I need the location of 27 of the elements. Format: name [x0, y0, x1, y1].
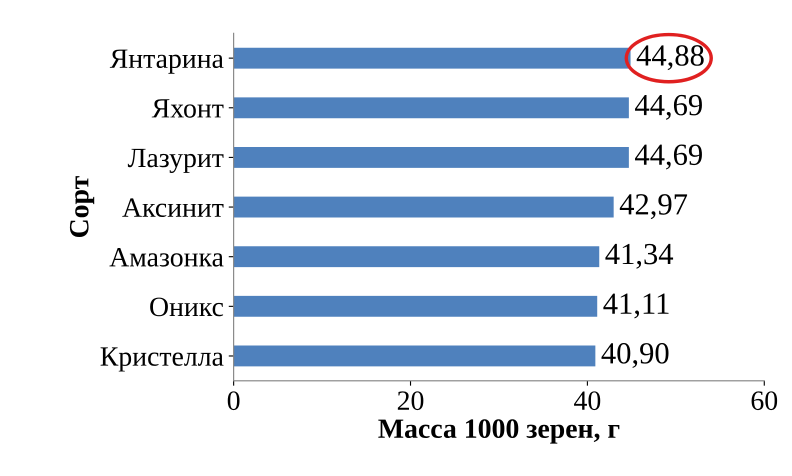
bar [234, 196, 614, 218]
bar [234, 48, 631, 69]
y-axis-title: Сорт [70, 176, 94, 238]
y-tick-label: Янтарина [110, 50, 224, 74]
y-tick-label: Кристелла [100, 347, 224, 372]
y-tick-label: Оникс [150, 298, 224, 316]
x-tick-label: 40 [574, 391, 600, 410]
data-label: 44,69 [635, 144, 702, 170]
y-tick-label: Аксинит [122, 198, 224, 217]
y-tick-label: Яхонт [152, 99, 224, 118]
x-tick-label: 60 [752, 391, 778, 410]
y-tick-label: Амазонка [109, 248, 224, 267]
data-label: 40,90 [602, 343, 668, 368]
data-label: 41,34 [605, 244, 674, 269]
x-tick-label: 0 [228, 391, 240, 410]
data-label: 44,69 [635, 94, 702, 120]
x-axis-title: Масса 1000 зерен, г [378, 419, 620, 444]
data-label: 44,88 [636, 45, 704, 70]
bar [234, 97, 629, 118]
bar [234, 296, 598, 317]
data-label: 42,97 [620, 194, 688, 220]
bar [234, 246, 600, 268]
bar [234, 146, 629, 168]
y-tick-label: Лазурит [128, 148, 224, 174]
data-label: 41,11 [603, 294, 669, 318]
bar [234, 346, 596, 366]
x-tick-label: 20 [398, 391, 424, 410]
